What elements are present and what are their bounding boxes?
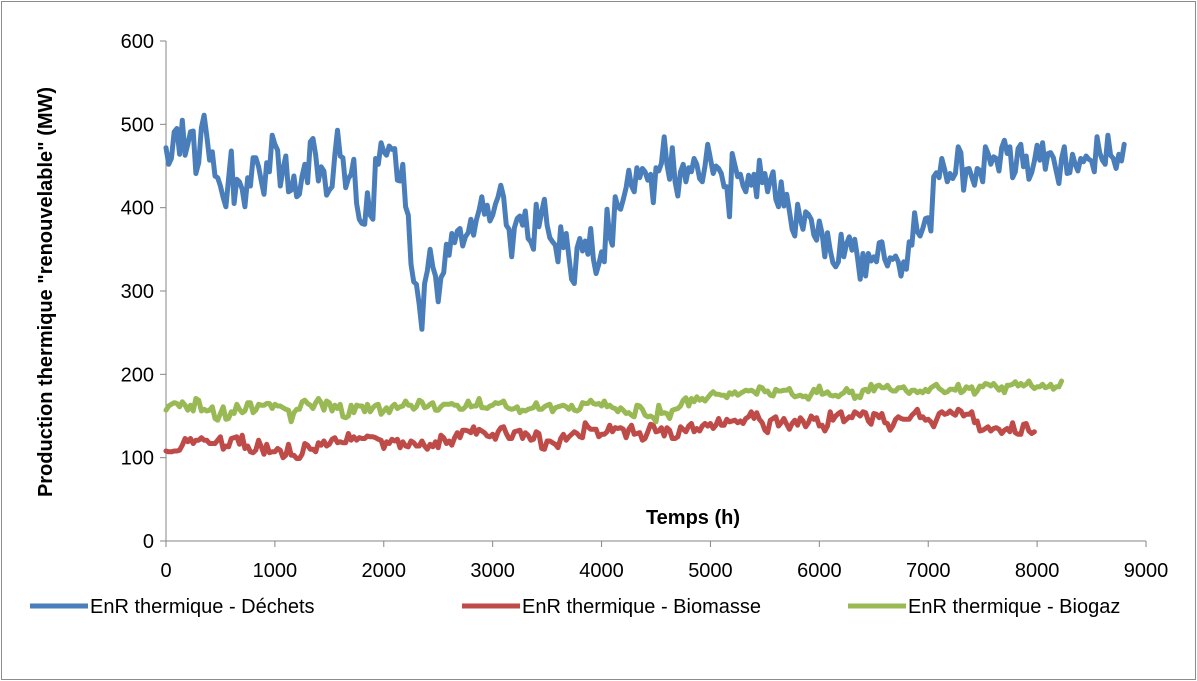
x-tick-label: 3000 bbox=[470, 560, 515, 582]
x-tick-label: 7000 bbox=[906, 560, 951, 582]
y-tick-label: 300 bbox=[121, 281, 154, 303]
series-layer bbox=[163, 112, 1127, 461]
x-tick-label: 8000 bbox=[1015, 560, 1060, 582]
legend: EnR thermique - Déchets EnR thermique - B… bbox=[30, 596, 1120, 618]
series-line-0 bbox=[163, 112, 1127, 332]
y-axis: 0 100 200 300 400 500 600 bbox=[121, 31, 167, 553]
y-tick-label: 400 bbox=[121, 198, 154, 220]
legend-label-2: EnR thermique - Biogaz bbox=[908, 596, 1120, 618]
y-axis-title: Production thermique "renouvelable" (MW) bbox=[35, 87, 57, 497]
x-tick-label: 0 bbox=[160, 560, 171, 582]
y-tick-label: 200 bbox=[121, 364, 154, 386]
x-tick-label: 4000 bbox=[579, 560, 624, 582]
y-tick-label: 100 bbox=[121, 448, 154, 470]
x-tick-label: 5000 bbox=[688, 560, 733, 582]
series-line-1 bbox=[163, 406, 1037, 461]
legend-label-1: EnR thermique - Biomasse bbox=[522, 596, 761, 618]
x-tick-label: 9000 bbox=[1124, 560, 1169, 582]
x-tick-label: 6000 bbox=[797, 560, 842, 582]
y-tick-label: 500 bbox=[121, 114, 154, 136]
y-tick-label: 600 bbox=[121, 31, 154, 53]
x-axis-title: Temps (h) bbox=[646, 507, 740, 529]
series-line-2 bbox=[163, 378, 1065, 425]
x-axis: 0 1000 2000 3000 4000 5000 6000 7000 8000 9000 bbox=[160, 540, 1169, 582]
x-tick-label: 1000 bbox=[253, 560, 298, 582]
legend-label-0: EnR thermique - Déchets bbox=[90, 596, 315, 618]
x-tick-label: 2000 bbox=[362, 560, 407, 582]
y-tick-label: 0 bbox=[143, 531, 154, 553]
